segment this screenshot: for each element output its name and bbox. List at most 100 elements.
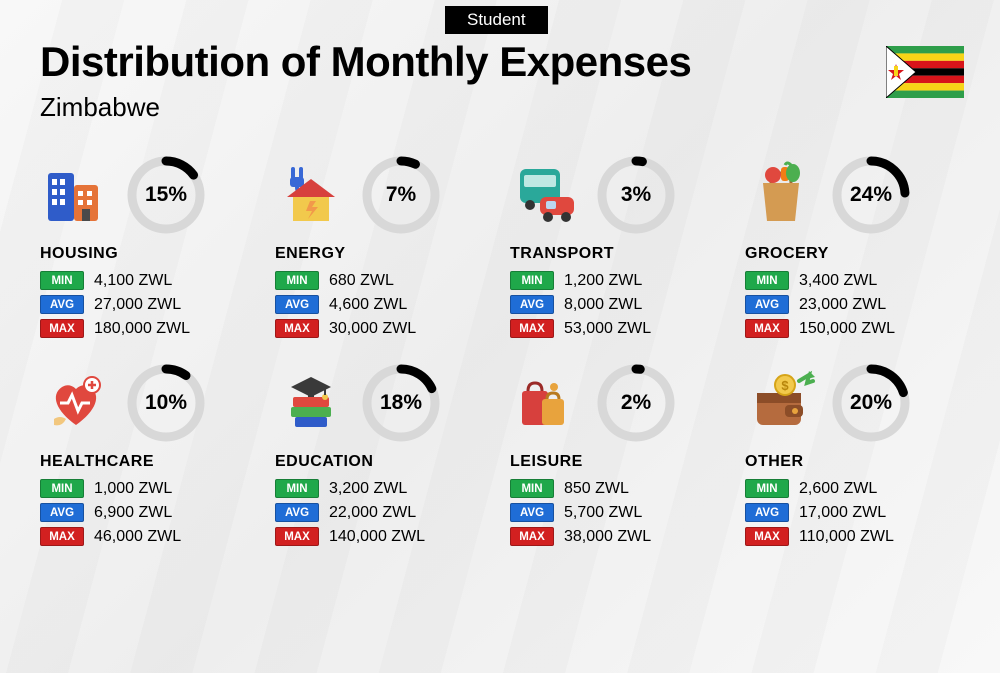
stat-avg: AVG 4,600 ZWL (275, 295, 494, 314)
buildings-icon (40, 159, 112, 231)
stat-max: MAX 46,000 ZWL (40, 527, 259, 546)
max-value: 150,000 ZWL (799, 320, 895, 338)
avg-tag: AVG (40, 503, 84, 522)
avg-tag: AVG (745, 295, 789, 314)
max-tag: MAX (275, 527, 319, 546)
avg-tag: AVG (745, 503, 789, 522)
max-value: 46,000 ZWL (94, 528, 181, 546)
stat-min: MIN 3,200 ZWL (275, 479, 494, 498)
avg-tag: AVG (275, 503, 319, 522)
min-tag: MIN (40, 271, 84, 290)
category-name: HEALTHCARE (40, 453, 259, 471)
category-card-grocery: 24% GROCERY MIN 3,400 ZWL AVG 23,000 ZWL… (745, 155, 964, 343)
avg-value: 27,000 ZWL (94, 296, 181, 314)
percent-value: 7% (361, 155, 441, 235)
percent-ring: 3% (596, 155, 676, 235)
min-value: 3,400 ZWL (799, 272, 877, 290)
stat-avg: AVG 17,000 ZWL (745, 503, 964, 522)
min-value: 3,200 ZWL (329, 480, 407, 498)
avg-value: 17,000 ZWL (799, 504, 886, 522)
category-name: ENERGY (275, 245, 494, 263)
stat-max: MAX 30,000 ZWL (275, 319, 494, 338)
min-value: 4,100 ZWL (94, 272, 172, 290)
category-name: TRANSPORT (510, 245, 729, 263)
category-grid: 15% HOUSING MIN 4,100 ZWL AVG 27,000 ZWL… (40, 155, 964, 551)
stat-min: MIN 3,400 ZWL (745, 271, 964, 290)
stat-avg: AVG 5,700 ZWL (510, 503, 729, 522)
badge: Student (445, 6, 548, 34)
stat-min: MIN 4,100 ZWL (40, 271, 259, 290)
percent-value: 20% (831, 363, 911, 443)
percent-ring: 7% (361, 155, 441, 235)
bus-car-icon (510, 159, 582, 231)
min-value: 850 ZWL (564, 480, 629, 498)
max-tag: MAX (510, 527, 554, 546)
min-tag: MIN (40, 479, 84, 498)
min-value: 1,000 ZWL (94, 480, 172, 498)
percent-ring: 15% (126, 155, 206, 235)
stat-avg: AVG 6,900 ZWL (40, 503, 259, 522)
min-value: 1,200 ZWL (564, 272, 642, 290)
grocery-bag-icon (745, 159, 817, 231)
stat-max: MAX 53,000 ZWL (510, 319, 729, 338)
category-card-education: 18% EDUCATION MIN 3,200 ZWL AVG 22,000 Z… (275, 363, 494, 551)
category-name: GROCERY (745, 245, 964, 263)
max-value: 30,000 ZWL (329, 320, 416, 338)
category-card-leisure: 2% LEISURE MIN 850 ZWL AVG 5,700 ZWL MAX… (510, 363, 729, 551)
min-tag: MIN (275, 271, 319, 290)
percent-value: 15% (126, 155, 206, 235)
min-tag: MIN (275, 479, 319, 498)
avg-value: 5,700 ZWL (564, 504, 642, 522)
stat-max: MAX 180,000 ZWL (40, 319, 259, 338)
stat-min: MIN 1,200 ZWL (510, 271, 729, 290)
percent-value: 3% (596, 155, 676, 235)
stat-min: MIN 850 ZWL (510, 479, 729, 498)
percent-ring: 24% (831, 155, 911, 235)
max-tag: MAX (40, 527, 84, 546)
avg-value: 8,000 ZWL (564, 296, 642, 314)
min-tag: MIN (745, 479, 789, 498)
min-value: 2,600 ZWL (799, 480, 877, 498)
stat-min: MIN 2,600 ZWL (745, 479, 964, 498)
header: Distribution of Monthly Expenses Zimbabw… (40, 38, 960, 123)
max-value: 140,000 ZWL (329, 528, 425, 546)
avg-value: 23,000 ZWL (799, 296, 886, 314)
stat-max: MAX 38,000 ZWL (510, 527, 729, 546)
max-tag: MAX (510, 319, 554, 338)
category-name: EDUCATION (275, 453, 494, 471)
min-tag: MIN (745, 271, 789, 290)
stat-max: MAX 140,000 ZWL (275, 527, 494, 546)
heart-care-icon (40, 367, 112, 439)
avg-value: 22,000 ZWL (329, 504, 416, 522)
stat-avg: AVG 22,000 ZWL (275, 503, 494, 522)
percent-ring: 18% (361, 363, 441, 443)
stat-min: MIN 1,000 ZWL (40, 479, 259, 498)
avg-tag: AVG (510, 503, 554, 522)
max-value: 38,000 ZWL (564, 528, 651, 546)
stat-min: MIN 680 ZWL (275, 271, 494, 290)
category-name: LEISURE (510, 453, 729, 471)
stat-avg: AVG 8,000 ZWL (510, 295, 729, 314)
percent-ring: 20% (831, 363, 911, 443)
house-energy-icon (275, 159, 347, 231)
category-card-healthcare: 10% HEALTHCARE MIN 1,000 ZWL AVG 6,900 Z… (40, 363, 259, 551)
category-card-energy: 7% ENERGY MIN 680 ZWL AVG 4,600 ZWL MAX … (275, 155, 494, 343)
category-card-housing: 15% HOUSING MIN 4,100 ZWL AVG 27,000 ZWL… (40, 155, 259, 343)
svg-text:$: $ (781, 378, 789, 393)
max-tag: MAX (40, 319, 84, 338)
stat-avg: AVG 27,000 ZWL (40, 295, 259, 314)
min-tag: MIN (510, 479, 554, 498)
shopping-bags-icon (510, 367, 582, 439)
avg-tag: AVG (40, 295, 84, 314)
category-name: OTHER (745, 453, 964, 471)
percent-value: 10% (126, 363, 206, 443)
max-value: 180,000 ZWL (94, 320, 190, 338)
page-subtitle: Zimbabwe (40, 92, 960, 123)
stat-max: MAX 110,000 ZWL (745, 527, 964, 546)
stat-max: MAX 150,000 ZWL (745, 319, 964, 338)
stat-avg: AVG 23,000 ZWL (745, 295, 964, 314)
max-tag: MAX (745, 527, 789, 546)
percent-ring: 2% (596, 363, 676, 443)
max-tag: MAX (745, 319, 789, 338)
min-tag: MIN (510, 271, 554, 290)
